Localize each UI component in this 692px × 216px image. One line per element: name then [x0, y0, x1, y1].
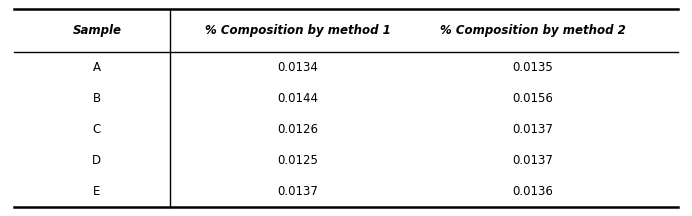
- Text: 0.0137: 0.0137: [512, 123, 554, 136]
- Text: % Composition by method 1: % Composition by method 1: [205, 24, 390, 37]
- Text: 0.0137: 0.0137: [277, 185, 318, 198]
- Text: 0.0125: 0.0125: [277, 154, 318, 167]
- Text: 0.0136: 0.0136: [512, 185, 554, 198]
- Text: % Composition by method 2: % Composition by method 2: [440, 24, 626, 37]
- Text: 0.0134: 0.0134: [277, 61, 318, 74]
- Text: Sample: Sample: [73, 24, 121, 37]
- Text: E: E: [93, 185, 100, 198]
- Text: A: A: [93, 61, 101, 74]
- Text: 0.0137: 0.0137: [512, 154, 554, 167]
- Text: 0.0126: 0.0126: [277, 123, 318, 136]
- Text: D: D: [92, 154, 102, 167]
- Text: 0.0156: 0.0156: [512, 92, 554, 105]
- Text: C: C: [93, 123, 101, 136]
- Text: 0.0135: 0.0135: [513, 61, 553, 74]
- Text: B: B: [93, 92, 101, 105]
- Text: 0.0144: 0.0144: [277, 92, 318, 105]
